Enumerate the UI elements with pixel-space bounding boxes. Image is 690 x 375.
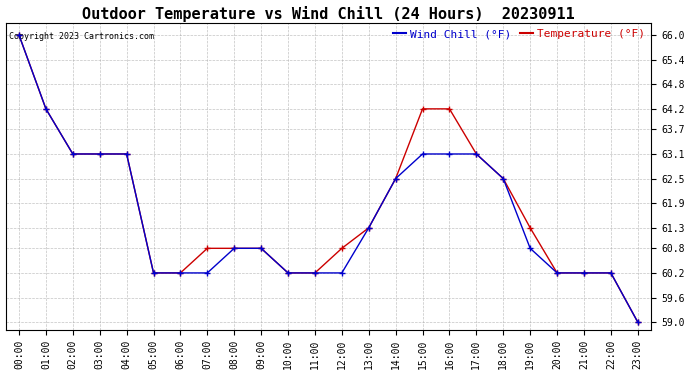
Text: Copyright 2023 Cartronics.com: Copyright 2023 Cartronics.com bbox=[9, 32, 154, 41]
Legend: Wind Chill (°F), Temperature (°F): Wind Chill (°F), Temperature (°F) bbox=[392, 28, 646, 40]
Title: Outdoor Temperature vs Wind Chill (24 Hours)  20230911: Outdoor Temperature vs Wind Chill (24 Ho… bbox=[82, 6, 575, 21]
